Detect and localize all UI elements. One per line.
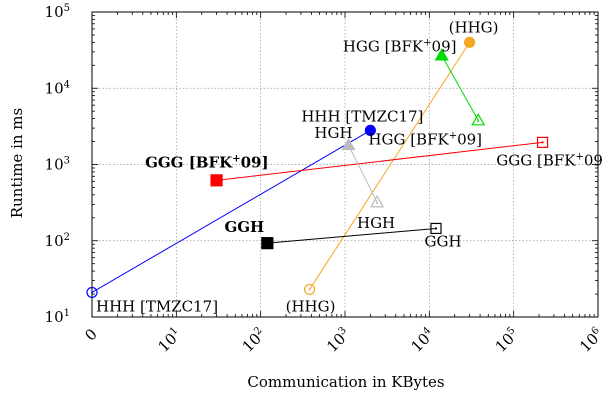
point-labels: HHH [TMZC17]HHH [TMZC17](HHG)(HHG)HGG [B…: [96, 18, 603, 315]
data-point-ggh-0: [261, 237, 274, 250]
x-tick-label: 101: [154, 325, 185, 356]
x-tick-label: 0: [81, 325, 100, 344]
data-point-hgg-1: [471, 113, 486, 126]
data-point-ggg-0: [210, 174, 223, 187]
x-tick-label: 103: [323, 325, 354, 356]
x-tick-label: 102: [239, 325, 270, 356]
data-point-hgh-0: [341, 137, 356, 151]
point-label-hgg_bottom: HGG [BFK+09]: [368, 130, 482, 148]
data-point-hgh-1: [370, 195, 385, 208]
data-point-hgg-1-dot: [477, 120, 480, 123]
data-point-hhg-0: [303, 283, 316, 296]
y-tick-label: 104: [45, 79, 70, 97]
data-point-hgh-1-dot: [376, 202, 379, 205]
point-label-hhh_bottom: HHH [TMZC17]: [96, 297, 218, 315]
point-label-hgg_top: HGG [BFK+09]: [343, 37, 457, 55]
point-label-ggg_left: GGG [BFK+09]: [145, 153, 269, 171]
series-layer: [86, 36, 549, 299]
series-line-hgg: [441, 55, 479, 121]
y-tick-label: 102: [45, 232, 70, 250]
y-axis-label: Runtime in ms: [8, 108, 26, 218]
data-point-ggg-1-dot: [541, 141, 544, 144]
y-tick-label: 105: [45, 3, 70, 21]
y-tick-label: 101: [45, 308, 70, 326]
x-tick-label: 106: [576, 325, 603, 356]
data-point-ggg-1: [536, 136, 549, 148]
point-label-hgh_bottom: HGH: [357, 214, 395, 232]
grid-lines: [92, 12, 598, 317]
y-axis-ticks: 101 102 103 104 105: [45, 3, 598, 326]
data-point-hhh-0-dot: [91, 291, 93, 294]
data-point-ggh-1: [430, 222, 442, 235]
x-tick-label: 105: [492, 325, 523, 356]
data-point-hhh-1: [364, 124, 376, 137]
series-line-hhg: [309, 42, 470, 290]
data-point-hhg-0-dot: [308, 288, 311, 291]
data-point-ggh-1-dot: [435, 227, 438, 230]
point-label-ggg_right: GGG [BFK+09]: [496, 151, 603, 169]
series-line-ggh: [267, 227, 437, 244]
point-label-hhg_bottom: (HHG): [286, 297, 336, 315]
data-point-hhh-0: [86, 286, 98, 299]
data-point-hhg-1: [463, 36, 476, 48]
x-tick-label: 104: [407, 325, 438, 356]
x-axis-label: Communication in KBytes: [247, 373, 444, 391]
y-tick-label: 103: [45, 156, 70, 174]
point-label-hhg_top: (HHG): [449, 18, 499, 36]
data-point-hgg-0: [434, 48, 449, 61]
series-line-ggg: [216, 141, 543, 181]
point-label-hhh_top: HHH [TMZC17]: [301, 107, 423, 125]
series-line-hgh: [348, 144, 378, 203]
series-line-hhh: [91, 129, 371, 293]
point-label-ggh_right: GGH: [424, 232, 461, 250]
point-label-hgh_top: HGH: [314, 124, 352, 142]
point-label-ggh_left: GGH: [224, 218, 264, 236]
